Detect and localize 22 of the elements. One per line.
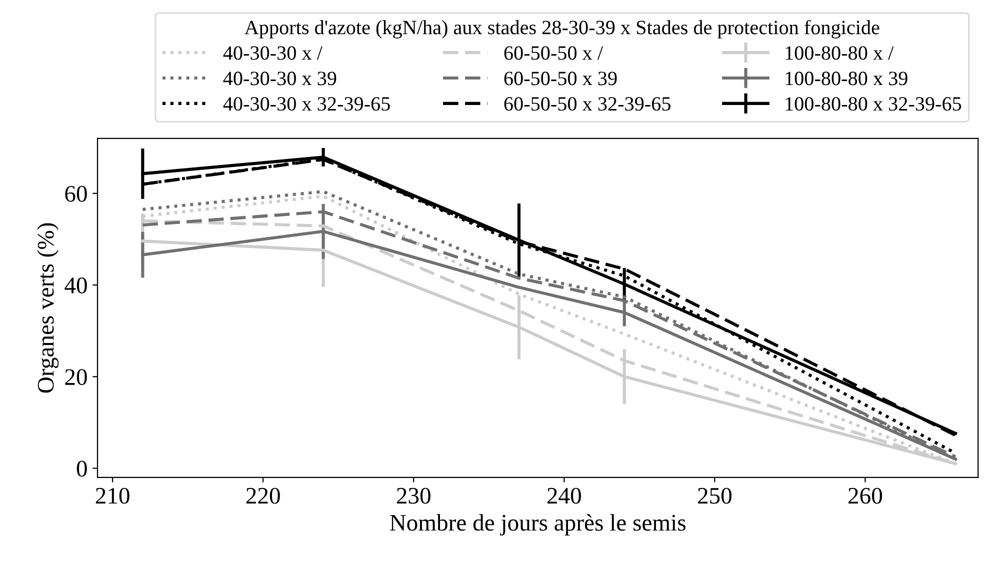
legend-title: Apports d'azote (kgN/ha) aux stades 28-30-39 x Stades de protection fongicide (244, 20, 880, 38)
legend-label: 40-30-30 x / (223, 46, 322, 60)
x-tick-label: 250 (698, 488, 732, 504)
y-tick-label: 40 (64, 278, 87, 294)
y-axis-title: Organes verts (%) (37, 223, 59, 393)
x-tick-label: 240 (547, 488, 581, 504)
legend-label: 100-80-80 x 39 (786, 72, 908, 86)
legend-label: 40-30-30 x 39 (223, 72, 336, 86)
y-tick-label: 60 (65, 186, 87, 202)
legend-label: 60-50-50 x / (504, 46, 604, 60)
x-tick-label: 260 (848, 488, 882, 504)
x-axis-title: Nombre de jours après le semis (390, 514, 686, 536)
x-tick-label: 230 (396, 488, 430, 504)
legend-label: 40-30-30 x 32-39-65 (223, 97, 390, 111)
x-tick-label: 220 (246, 488, 280, 504)
y-tick-label: 20 (65, 369, 87, 386)
x-tick-label: 210 (96, 488, 130, 504)
legend-label: 60-50-50 x 39 (504, 72, 617, 86)
y-tick-label: 0 (76, 460, 87, 477)
legend-label: 100-80-80 x / (786, 46, 894, 60)
legend-label: 100-80-80 x 32-39-65 (786, 97, 962, 111)
legend-label: 60-50-50 x 32-39-65 (504, 97, 670, 111)
